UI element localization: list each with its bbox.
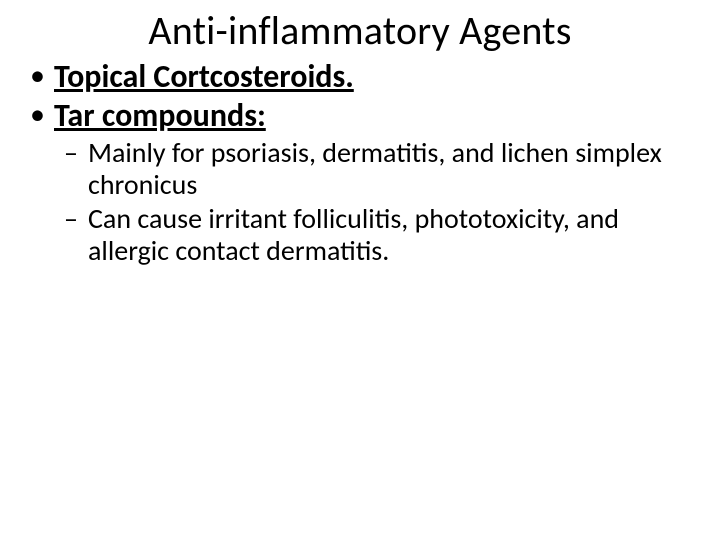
- bullet-list-level1: Topical Cortcosteroids. Tar compounds:: [0, 59, 720, 135]
- list-item: Mainly for psoriasis, dermatitis, and li…: [60, 137, 700, 201]
- list-item: Can cause irritant folliculitis, phototo…: [60, 203, 700, 267]
- slide-title: Anti-inflammatory Agents: [0, 6, 720, 55]
- list-item: Topical Cortcosteroids.: [24, 59, 700, 96]
- bullet-list-level2: Mainly for psoriasis, dermatitis, and li…: [0, 137, 720, 268]
- list-item: Tar compounds:: [24, 98, 700, 135]
- slide: Anti-inflammatory Agents Topical Cortcos…: [0, 6, 720, 540]
